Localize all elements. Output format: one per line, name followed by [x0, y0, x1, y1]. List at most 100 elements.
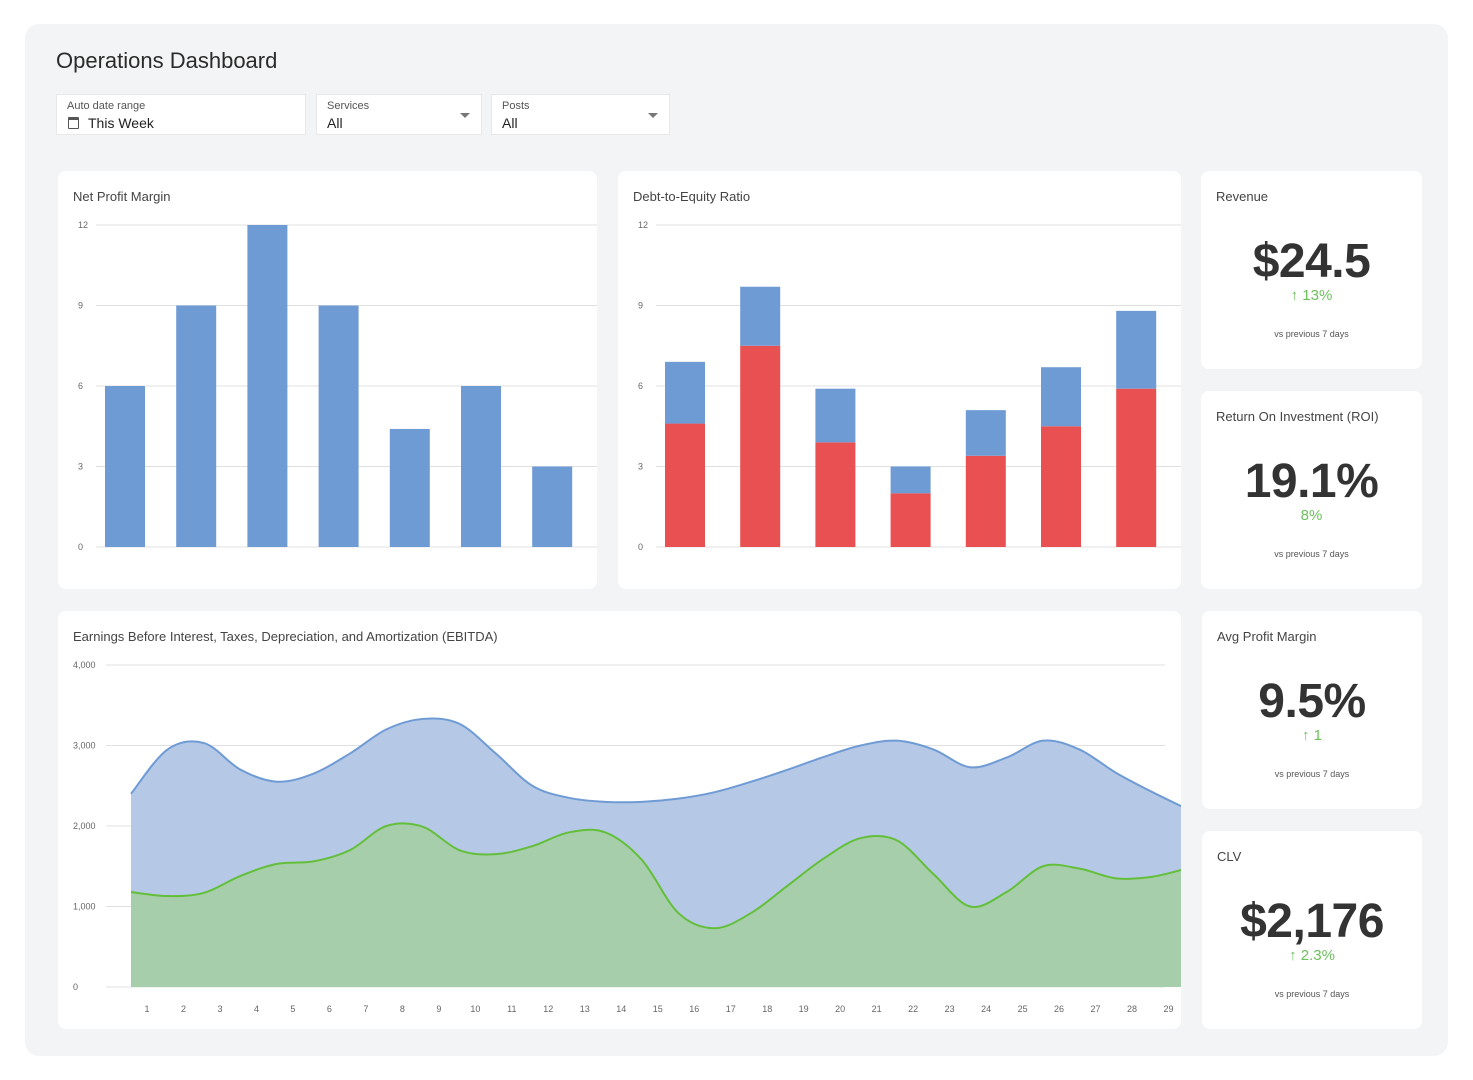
kpi-clv: CLV $2,176 ↑ 2.3% vs previous 7 days [1202, 831, 1422, 1029]
date-range-label: Auto date range [67, 100, 146, 112]
x-tick-label: 28 [1127, 1004, 1137, 1014]
bar [105, 386, 145, 547]
calendar-icon [68, 117, 79, 129]
net-profit-chart: 0 3 6 9 12 [78, 220, 597, 552]
bar-segment-red [1041, 426, 1081, 547]
kpi-change: ↑ 13% [1290, 287, 1333, 304]
x-tick-label: 1 [144, 1004, 149, 1014]
x-tick-label: 10 [470, 1004, 480, 1014]
kpi-revenue: Revenue $24.5 ↑ 13% vs previous 7 days [1201, 171, 1422, 369]
x-tick-label: 20 [835, 1004, 845, 1014]
y-tick-label: 12 [78, 220, 88, 230]
y-tick-label: 3 [638, 462, 643, 472]
x-tick-label: 25 [1018, 1004, 1028, 1014]
x-tick-label: 8 [400, 1004, 405, 1014]
bar-segment-red [965, 455, 1006, 547]
services-value: All [327, 115, 343, 131]
bar [247, 225, 288, 547]
bar [176, 305, 217, 547]
y-tick-label: 6 [78, 381, 83, 391]
date-range-value: This Week [88, 115, 154, 131]
page-title: Operations Dashboard [56, 48, 278, 73]
bar-segment-red [890, 493, 931, 547]
services-label: Services [327, 100, 370, 112]
bar-segment-blue [1041, 367, 1081, 427]
bar [318, 305, 359, 547]
x-tick-label: 6 [327, 1004, 332, 1014]
dashboard-frame: Operations Dashboard Auto date range Thi… [25, 24, 1448, 1056]
bar-segment-blue [665, 361, 705, 424]
x-tick-label: 29 [1164, 1004, 1174, 1014]
x-tick-label: 4 [254, 1004, 259, 1014]
y-tick-label: 0 [638, 542, 643, 552]
posts-value: All [502, 115, 518, 131]
x-tick-label: 23 [945, 1004, 955, 1014]
x-tick-label: 27 [1091, 1004, 1101, 1014]
bar-segment-red [740, 345, 781, 547]
bar-segment-red [1116, 388, 1157, 547]
bar-segment-blue [740, 286, 781, 346]
x-tick-label: 13 [580, 1004, 590, 1014]
kpi-roi: Return On Investment (ROI) 19.1% 8% vs p… [1201, 391, 1422, 589]
kpi-title: CLV [1217, 849, 1242, 864]
y-tick-label: 9 [78, 301, 83, 311]
debt-equity-title: Debt-to-Equity Ratio [633, 189, 751, 204]
ebitda-card: Earnings Before Interest, Taxes, Depreci… [58, 611, 1181, 1029]
x-tick-label: 26 [1054, 1004, 1064, 1014]
x-tick-label: 14 [616, 1004, 626, 1014]
y-tick-label: 0 [73, 982, 78, 992]
bar-segment-blue [815, 388, 856, 443]
services-filter[interactable]: Services All [316, 94, 482, 135]
kpi-title: Revenue [1216, 189, 1269, 204]
kpi-comparison: vs previous 7 days [1274, 549, 1349, 559]
posts-filter[interactable]: Posts All [491, 94, 670, 135]
kpi-change: ↑ 2.3% [1289, 947, 1335, 964]
y-tick-label: 2,000 [73, 821, 96, 831]
y-tick-label: 0 [78, 542, 83, 552]
x-tick-label: 19 [799, 1004, 809, 1014]
x-tick-label: 21 [872, 1004, 882, 1014]
kpi-value: 9.5% [1258, 675, 1366, 728]
bar [461, 386, 501, 547]
kpi-comparison: vs previous 7 days [1274, 769, 1350, 779]
x-tick-label: 5 [290, 1004, 295, 1014]
x-tick-label: 16 [689, 1004, 699, 1014]
kpi-change: ↑ 1 [1301, 727, 1322, 744]
kpi-avg-profit-margin: Avg Profit Margin 9.5% ↑ 1 vs previous 7… [1202, 611, 1422, 809]
y-tick-label: 6 [638, 381, 643, 391]
x-tick-label: 7 [363, 1004, 368, 1014]
y-tick-label: 9 [638, 301, 643, 311]
bar-segment-blue [965, 410, 1006, 456]
x-tick-label: 22 [908, 1004, 918, 1014]
area-line-green [130, 822, 1181, 930]
x-tick-label: 2 [181, 1004, 186, 1014]
y-tick-label: 4,000 [73, 660, 96, 670]
y-tick-label: 3,000 [73, 741, 96, 751]
chevron-down-icon [460, 113, 470, 118]
bar-segment-blue [1116, 310, 1157, 389]
x-tick-label: 3 [217, 1004, 222, 1014]
bar-segment-red [665, 423, 705, 547]
net-profit-card: Net Profit Margin 0 3 6 9 12 [58, 171, 597, 589]
kpi-change: 8% [1300, 507, 1323, 524]
kpi-comparison: vs previous 7 days [1274, 989, 1350, 999]
kpi-title: Return On Investment (ROI) [1216, 409, 1379, 424]
ebitda-title: Earnings Before Interest, Taxes, Depreci… [73, 629, 498, 644]
x-tick-label: 15 [653, 1004, 663, 1014]
kpi-value: $2,176 [1240, 895, 1384, 948]
x-tick-label: 9 [436, 1004, 441, 1014]
bar [389, 428, 430, 547]
x-tick-label: 12 [543, 1004, 553, 1014]
net-profit-title: Net Profit Margin [73, 189, 171, 204]
y-tick-label: 1,000 [73, 902, 96, 912]
x-tick-label: 18 [762, 1004, 772, 1014]
x-tick-label: 11 [507, 1004, 516, 1014]
kpi-value: $24.5 [1252, 235, 1371, 288]
bar-segment-blue [890, 466, 931, 494]
x-tick-label: 24 [981, 1004, 991, 1014]
x-tick-label: 17 [726, 1004, 736, 1014]
bar [532, 466, 573, 547]
date-range-filter[interactable]: Auto date range This Week [56, 94, 306, 135]
kpi-value: 19.1% [1244, 455, 1379, 508]
